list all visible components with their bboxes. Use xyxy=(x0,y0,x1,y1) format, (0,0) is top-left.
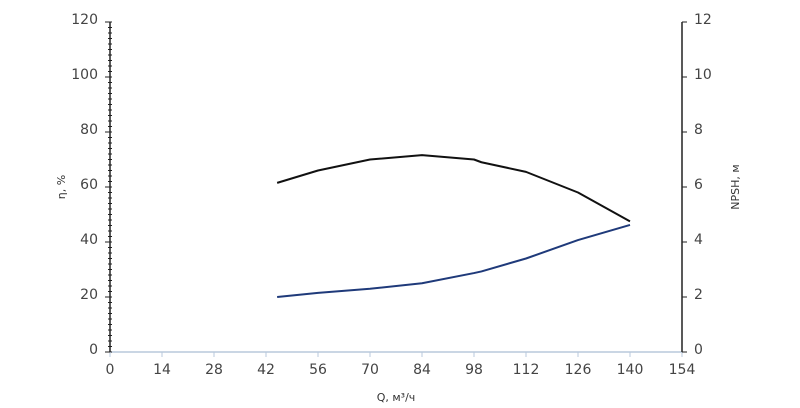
series-line xyxy=(277,223,631,298)
x-tick-label: 98 xyxy=(465,362,483,378)
y-tick-label: 80 xyxy=(80,122,98,138)
x-tick-label: 0 xyxy=(106,362,115,378)
y2-tick-label: 12 xyxy=(694,12,712,28)
x-tick-label: 28 xyxy=(205,362,223,378)
y2-tick-label: 0 xyxy=(694,342,703,358)
x-tick-label: 154 xyxy=(669,362,696,378)
y-tick-label: 40 xyxy=(80,232,98,248)
series-line xyxy=(276,154,631,223)
x-tick-label: 126 xyxy=(565,362,592,378)
x-tick-label: 14 xyxy=(153,362,171,378)
x-tick-label: 84 xyxy=(413,362,431,378)
x-tick-label: 140 xyxy=(617,362,644,378)
y-tick-label: 20 xyxy=(80,287,98,303)
y2-tick-label: 2 xyxy=(694,287,703,303)
y-tick-label: 120 xyxy=(71,12,98,28)
y2-tick-label: 8 xyxy=(694,122,703,138)
y2-tick-label: 4 xyxy=(694,232,703,248)
x-tick-label: 112 xyxy=(513,362,540,378)
y-tick-label: 100 xyxy=(71,67,98,83)
y2-tick-label: 6 xyxy=(694,177,703,193)
x-tick-label: 70 xyxy=(361,362,379,378)
y2-axis-label: NPSH, м xyxy=(729,164,742,209)
y2-tick-label: 10 xyxy=(694,67,712,83)
x-tick-label: 42 xyxy=(257,362,275,378)
x-axis-label: Q, м³/ч xyxy=(377,391,416,404)
y-tick-label: 0 xyxy=(89,342,98,358)
y-tick-label: 60 xyxy=(80,177,98,193)
y-axis-label: η, % xyxy=(55,175,68,199)
x-tick-label: 56 xyxy=(309,362,327,378)
